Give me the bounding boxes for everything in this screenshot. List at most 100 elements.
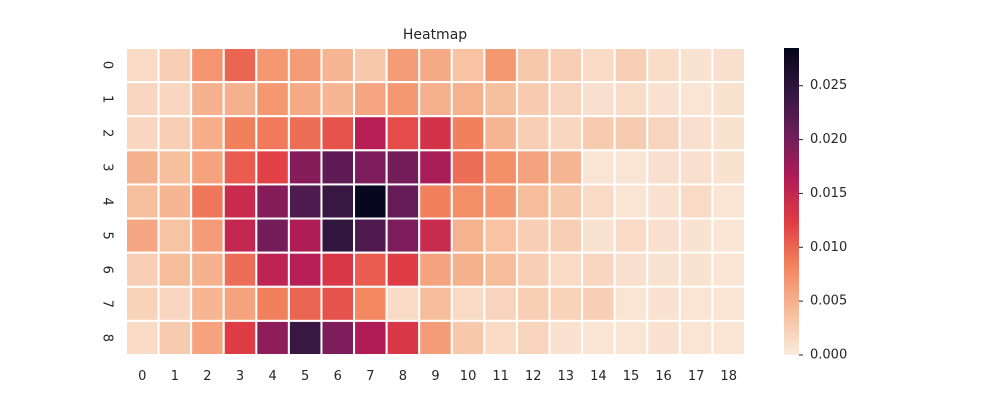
heatmap-cell-r8-c0	[125, 319, 160, 356]
heatmap-cell-r7-c16	[646, 285, 681, 322]
heatmap-cell-r6-c5	[287, 251, 323, 288]
heatmap-cell-r3-c6	[320, 149, 356, 186]
y-tick-label: 6	[100, 266, 115, 274]
heatmap-cell-r0-c7	[353, 47, 388, 84]
heatmap-cell-r5-c4	[255, 217, 290, 254]
heatmap-cell-r7-c7	[353, 285, 388, 322]
heatmap-cell-r5-c13	[548, 217, 584, 254]
heatmap-cell-r1-c4	[255, 81, 290, 118]
heatmap-cell-r7-c12	[515, 285, 551, 322]
heatmap-cell-r8-c11	[483, 319, 518, 356]
heatmap-cell-r0-c1	[157, 47, 193, 84]
colorbar-tick-label: 0.020	[810, 132, 847, 147]
heatmap-cell-r5-c10	[450, 217, 486, 254]
heatmap-cell-r0-c10	[450, 47, 486, 84]
heatmap-cell-r6-c10	[450, 251, 486, 288]
heatmap-cell-r8-c18	[711, 319, 747, 356]
heatmap-cell-r8-c2	[190, 319, 225, 356]
heatmap-cell-r4-c3	[222, 183, 258, 220]
heatmap-cell-r7-c4	[255, 285, 290, 322]
heatmap-cell-r0-c0	[125, 47, 160, 84]
heatmap-cell-r4-c0	[125, 183, 160, 220]
heatmap-cell-r8-c9	[418, 319, 453, 356]
heatmap-cell-r6-c12	[515, 251, 551, 288]
heatmap-cell-r2-c1	[157, 115, 193, 152]
heatmap-cell-r8-c3	[222, 319, 258, 356]
heatmap-cell-r1-c3	[222, 81, 258, 118]
heatmap-cell-r3-c3	[222, 149, 258, 186]
heatmap-cell-r5-c0	[125, 217, 160, 254]
heatmap-cell-r7-c15	[613, 285, 649, 322]
heatmap-cell-r7-c11	[483, 285, 518, 322]
heatmap-cell-r0-c11	[483, 47, 518, 84]
heatmap-cell-r4-c11	[483, 183, 518, 220]
heatmap-cell-r3-c13	[548, 149, 584, 186]
heatmap-cell-r8-c13	[548, 319, 584, 356]
heatmap-cell-r2-c11	[483, 115, 518, 152]
heatmap-cell-r2-c17	[678, 115, 714, 152]
heatmap-cell-r4-c18	[711, 183, 747, 220]
heatmap-cell-r2-c2	[190, 115, 225, 152]
heatmap-cell-r7-c8	[385, 285, 421, 322]
heatmap-cell-r1-c1	[157, 81, 193, 118]
heatmap-cell-r1-c18	[711, 81, 747, 118]
heatmap-cell-r4-c5	[287, 183, 323, 220]
heatmap-cell-r5-c7	[353, 217, 388, 254]
heatmap-cell-r6-c17	[678, 251, 714, 288]
heatmap-cell-r1-c11	[483, 81, 518, 118]
heatmap-cell-r4-c8	[385, 183, 421, 220]
heatmap-cell-r4-c7	[353, 183, 388, 220]
chart-title: Heatmap	[403, 27, 467, 43]
heatmap-cell-r8-c6	[320, 319, 356, 356]
heatmap-cell-r8-c7	[353, 319, 388, 356]
heatmap-cell-r6-c2	[190, 251, 225, 288]
heatmap-cell-r3-c7	[353, 149, 388, 186]
x-tick-label: 0	[138, 369, 146, 384]
heatmap-cell-r6-c16	[646, 251, 681, 288]
colorbar-tick-label: 0.015	[810, 186, 847, 201]
y-tick-label: 3	[100, 163, 115, 171]
heatmap-cell-r6-c15	[613, 251, 649, 288]
y-tick-label: 5	[100, 231, 115, 239]
heatmap-cell-r1-c7	[353, 81, 388, 118]
heatmap-cell-r3-c4	[255, 149, 290, 186]
heatmap-cell-r1-c12	[515, 81, 551, 118]
x-tick-label: 15	[623, 369, 640, 384]
heatmap-cell-r6-c0	[125, 251, 160, 288]
heatmap-cell-r8-c8	[385, 319, 421, 356]
heatmap-cell-r3-c8	[385, 149, 421, 186]
heatmap-cell-r8-c14	[581, 319, 616, 356]
heatmap-cell-r5-c2	[190, 217, 225, 254]
x-tick-label: 11	[492, 369, 509, 384]
heatmap-cell-r4-c10	[450, 183, 486, 220]
heatmap-cell-r8-c10	[450, 319, 486, 356]
heatmap-cell-r6-c11	[483, 251, 518, 288]
heatmap-cell-r3-c11	[483, 149, 518, 186]
heatmap-cell-r7-c18	[711, 285, 747, 322]
heatmap-cell-r2-c7	[353, 115, 388, 152]
heatmap-cell-r4-c12	[515, 183, 551, 220]
heatmap-cell-r1-c5	[287, 81, 323, 118]
heatmap-cell-r1-c9	[418, 81, 453, 118]
heatmap-cell-r3-c9	[418, 149, 453, 186]
heatmap-cell-r1-c16	[646, 81, 681, 118]
heatmap-cell-r1-c13	[548, 81, 584, 118]
heatmap-cell-r5-c12	[515, 217, 551, 254]
heatmap-cell-r4-c2	[190, 183, 225, 220]
heatmap-cell-r1-c2	[190, 81, 225, 118]
heatmap-cell-r4-c4	[255, 183, 290, 220]
heatmap-cell-r7-c1	[157, 285, 193, 322]
heatmap-cell-r2-c0	[125, 115, 160, 152]
heatmap-cell-r0-c18	[711, 47, 747, 84]
y-tick-label: 1	[100, 95, 115, 103]
x-tick-label: 9	[431, 369, 439, 384]
heatmap-cell-r2-c3	[222, 115, 258, 152]
heatmap-cell-r0-c13	[548, 47, 584, 84]
heatmap-cell-r6-c3	[222, 251, 258, 288]
y-tick-label: 2	[100, 129, 115, 137]
x-tick-label: 14	[590, 369, 607, 384]
heatmap-cell-r5-c17	[678, 217, 714, 254]
x-tick-label: 12	[525, 369, 542, 384]
heatmap-cell-r5-c15	[613, 217, 649, 254]
